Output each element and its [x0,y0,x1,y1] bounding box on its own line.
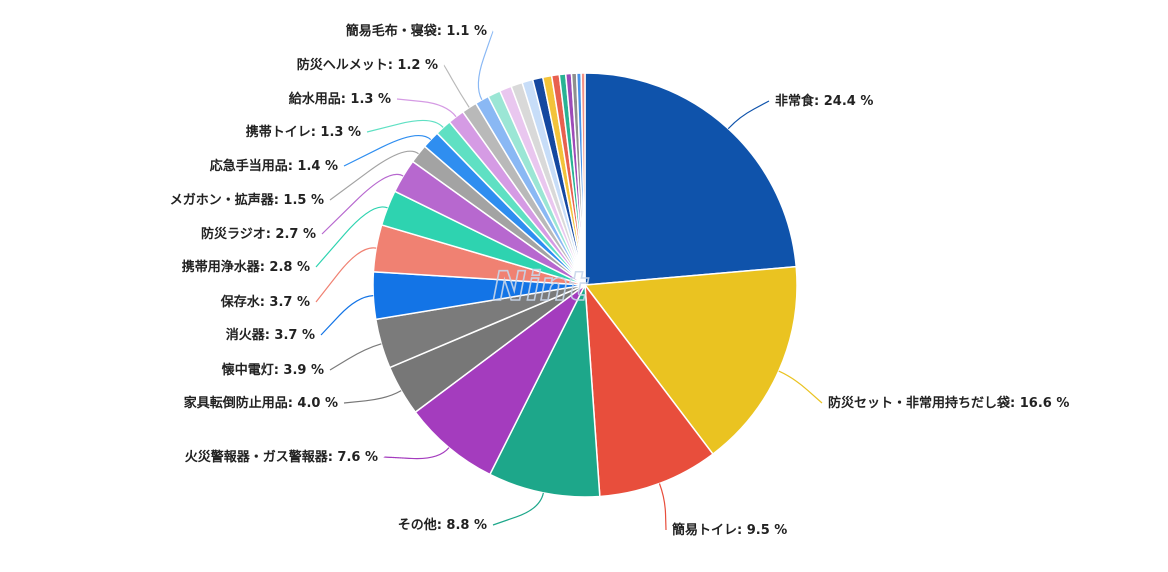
pie-slice-1[interactable] [584,72,798,286]
leader-line-6 [343,390,402,404]
watermark-text: Nint [493,264,590,310]
pie-slice-minor-12[interactable] [580,72,586,286]
leader-line-8 [320,295,374,336]
data-label-1: 非常食: 24.4 % [775,93,873,109]
leader-line-12 [329,150,419,201]
leader-line-4 [492,492,544,526]
data-label-17: 簡易毛布・寝袋: 1.1 % [345,23,487,39]
data-label-2: 防災セット・非常用持ちだし袋: 16.6 % [828,395,1069,411]
data-label-13: 応急手当用品: 1.4 % [210,158,338,174]
leader-line-3 [658,483,667,531]
data-label-14: 携帯トイレ: 1.3 % [246,124,361,140]
data-labels: 非常食: 24.4 % 防災セット・非常用持ちだし袋: 16.6 % 簡易トイレ: … [170,23,1070,538]
data-label-12: メガホン・拡声器: 1.5 % [170,192,324,208]
leader-line-10 [315,206,388,268]
leader-line-7 [329,343,382,371]
leader-line-1 [727,100,770,130]
data-label-3: 簡易トイレ: 9.5 % [671,522,787,538]
data-label-9: 保存水: 3.7 % [220,294,310,310]
leader-lines [315,30,823,531]
data-label-6: 家具転倒防止用品: 4.0 % [184,395,338,411]
pie-slices [372,72,798,498]
leader-line-14 [366,119,444,133]
leader-line-5 [383,447,450,460]
pie-slice-3[interactable] [584,282,714,498]
data-label-10: 携帯用浄水器: 2.8 % [182,259,310,275]
leader-line-9 [315,247,377,303]
data-label-7: 懐中電灯: 3.9 % [222,362,324,378]
data-label-4: その他: 8.8 % [398,517,487,533]
leader-line-13 [343,134,432,167]
data-label-5: 火災警報器・ガス警報器: 7.6 % [185,449,378,465]
leader-line-2 [778,370,823,404]
leader-line-11 [321,173,404,235]
data-label-11: 防災ラジオ: 2.7 % [201,226,316,242]
data-label-15: 給水用品: 1.3 % [289,91,391,107]
leader-line-15 [396,98,457,118]
data-label-16: 防災ヘルメット: 1.2 % [297,57,438,73]
leader-line-17 [477,30,494,101]
pie-slice-2[interactable] [583,265,798,456]
watermark: Nint [492,263,590,311]
pie-slice-5[interactable] [414,284,586,476]
leader-line-16 [443,64,470,108]
data-label-8: 消火器: 3.7 % [226,327,315,343]
